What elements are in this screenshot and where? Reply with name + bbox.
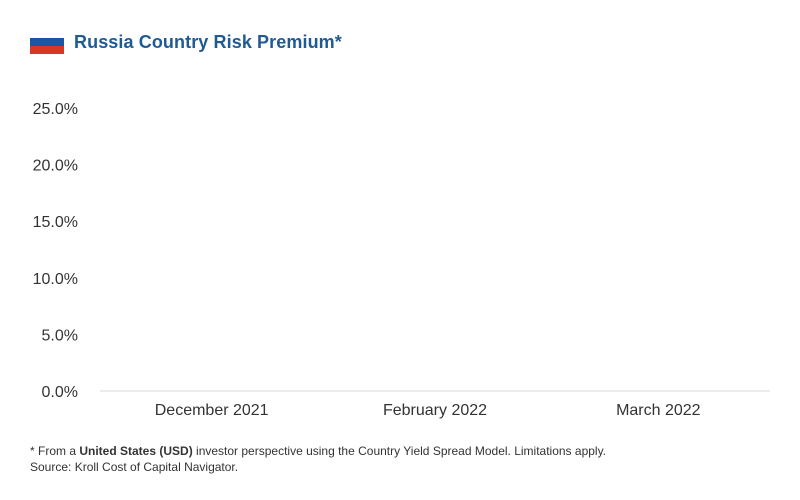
y-tick-label: 20.0% — [33, 158, 78, 175]
russia-flag-icon — [30, 30, 64, 54]
chart-area: 0.0% 5.0% 10.0% 15.0% 20.0% 25.0% December 202… — [33, 101, 770, 419]
y-tick-label: 10.0% — [33, 271, 78, 288]
y-tick-label: 25.0% — [33, 101, 78, 118]
footnote-line-1: * From a United States (USD) investor pe… — [30, 443, 606, 459]
footnote-bold: United States (USD) — [79, 444, 193, 458]
footnote-source: Source: Kroll Cost of Capital Navigator. — [30, 460, 239, 474]
y-tick-label: 0.0% — [42, 384, 78, 401]
y-tick-label: 15.0% — [33, 214, 78, 231]
chart-title: Russia Country Risk Premium* — [74, 31, 342, 52]
footnote-prefix: * From a — [30, 444, 80, 458]
chart-header: Russia Country Risk Premium* — [30, 30, 342, 54]
x-tick-label: March 2022 — [616, 402, 701, 419]
flag-band-white — [30, 30, 64, 38]
x-tick-label: December 2021 — [155, 402, 269, 419]
x-tick-label: February 2022 — [383, 402, 487, 419]
footnote-suffix: investor perspective using the Country Y… — [192, 444, 607, 458]
chart-footnote: * From a United States (USD) investor pe… — [30, 443, 606, 475]
flag-band-blue — [30, 38, 64, 46]
y-tick-label: 5.0% — [42, 327, 78, 344]
flag-band-red — [30, 46, 64, 54]
